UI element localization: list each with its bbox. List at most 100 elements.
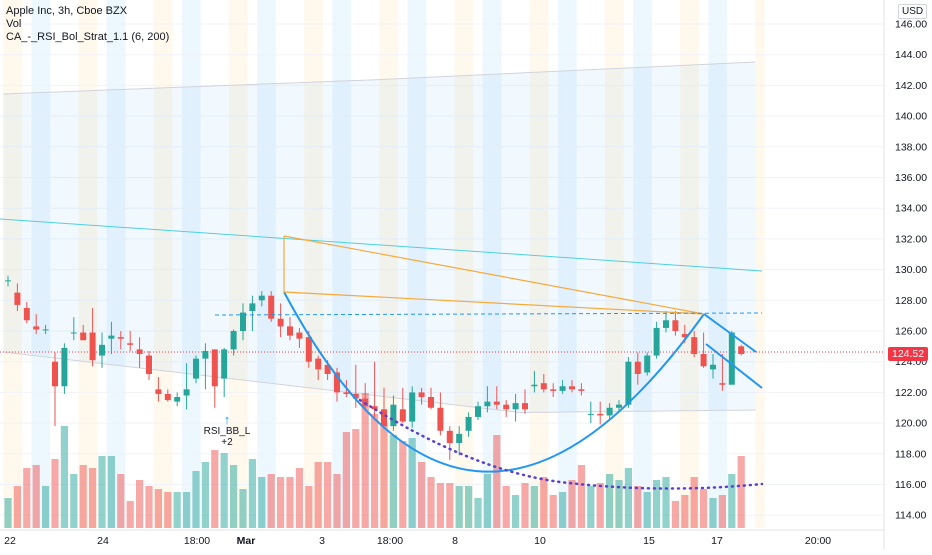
candle-body bbox=[672, 320, 679, 331]
candle-body bbox=[653, 327, 660, 356]
session-stripe bbox=[228, 0, 239, 528]
volume-bar bbox=[305, 486, 313, 528]
volume-bar bbox=[117, 474, 125, 528]
candle-body bbox=[146, 355, 152, 374]
volume-bar bbox=[60, 426, 68, 528]
currency-button[interactable]: USD bbox=[898, 4, 928, 19]
wedge-lines bbox=[283, 235, 705, 315]
volume-bar bbox=[737, 456, 745, 528]
candle-body bbox=[268, 295, 275, 319]
session-stripe bbox=[614, 0, 624, 528]
candle-body bbox=[663, 320, 669, 328]
candle-body bbox=[23, 307, 30, 321]
volume-bar bbox=[32, 465, 40, 528]
session-stripe bbox=[313, 0, 323, 528]
handle-top-line bbox=[703, 313, 757, 353]
candle-body bbox=[193, 358, 199, 379]
candle-body bbox=[550, 389, 557, 391]
cup-curve bbox=[283, 291, 705, 473]
candle-body bbox=[484, 401, 491, 407]
candle-body bbox=[700, 354, 707, 367]
legend-volume[interactable]: Vol bbox=[6, 18, 22, 30]
chart-legend: Apple Inc, 3h, Cboe BZX Vol CA_-_RSI_Bol… bbox=[6, 5, 169, 44]
session-stripe bbox=[482, 0, 493, 528]
session-stripe bbox=[604, 0, 615, 528]
volume-bar bbox=[42, 486, 50, 528]
volume-bar bbox=[389, 435, 397, 528]
candle-body bbox=[5, 280, 11, 282]
volume-bar bbox=[286, 477, 294, 528]
candle-body bbox=[616, 404, 622, 408]
candle-body bbox=[625, 361, 632, 405]
candle-body bbox=[136, 349, 143, 355]
volume-bar bbox=[211, 450, 219, 528]
signal-marker: ↑ RSI_BB_L +2 bbox=[197, 413, 257, 448]
volume-bar bbox=[361, 393, 369, 528]
session-stripe bbox=[181, 0, 192, 528]
session-stripe bbox=[708, 0, 718, 528]
session-stripe bbox=[163, 0, 173, 528]
session-stripe bbox=[78, 0, 88, 528]
volume-bar bbox=[201, 462, 209, 528]
candle-body bbox=[634, 361, 641, 374]
volume-bar bbox=[248, 459, 256, 528]
volume-bar bbox=[23, 468, 31, 528]
volume-bar bbox=[690, 477, 698, 528]
session-stripe bbox=[87, 0, 98, 528]
signal-label: RSI_BB_L bbox=[203, 426, 251, 437]
session-stripe bbox=[529, 0, 540, 528]
candle-body bbox=[334, 372, 340, 393]
candle-body bbox=[559, 386, 566, 391]
handle-bottom-line bbox=[705, 343, 763, 389]
band-lower-line bbox=[3, 351, 756, 414]
session-stripe bbox=[717, 0, 728, 528]
volume-bar bbox=[408, 438, 416, 528]
bollinger-bands bbox=[0, 61, 884, 414]
candle-body bbox=[61, 347, 68, 387]
resistance-line bbox=[214, 312, 763, 316]
x-tick-label: 20:00 bbox=[805, 535, 831, 547]
time-axis: 22 24 18:00 Mar 3 18:00 8 10 15 17 20:00 bbox=[4, 535, 831, 547]
volume-bar bbox=[559, 492, 567, 528]
volume-bar bbox=[79, 465, 87, 528]
candle-body bbox=[578, 389, 585, 391]
volume-bar bbox=[267, 474, 275, 528]
candle-body bbox=[738, 346, 745, 355]
candle-body bbox=[117, 337, 124, 339]
candle-body bbox=[710, 364, 716, 370]
up-arrow-icon: ↑ bbox=[223, 412, 231, 427]
volume-bar bbox=[13, 486, 21, 528]
session-stripe bbox=[266, 0, 276, 528]
candle-body bbox=[446, 430, 453, 444]
candle-body bbox=[371, 406, 378, 410]
pattern-drawings bbox=[214, 235, 764, 490]
y-tick-label: 140.00 bbox=[895, 111, 927, 123]
session-stripe bbox=[388, 0, 399, 528]
x-tick-label: 22 bbox=[4, 535, 16, 547]
candle-body bbox=[399, 409, 406, 422]
candle-body bbox=[531, 384, 538, 387]
candle-body bbox=[597, 413, 604, 416]
volume-bar bbox=[596, 483, 604, 528]
y-tick-label: 132.00 bbox=[895, 233, 927, 245]
volume-bar bbox=[183, 492, 191, 528]
session-stripe bbox=[106, 0, 117, 528]
session-stripe bbox=[379, 0, 389, 528]
volume-bar bbox=[295, 468, 303, 528]
candle-body bbox=[719, 383, 726, 385]
candle-body bbox=[202, 350, 209, 359]
volume-bar bbox=[493, 435, 501, 528]
legend-indicator[interactable]: CA_-_RSI_Bol_Strat_1.1 (6, 200) bbox=[6, 31, 170, 43]
session-stripe bbox=[12, 0, 23, 528]
volume-bar bbox=[314, 462, 322, 528]
y-tick-label: 134.00 bbox=[895, 203, 927, 215]
session-stripe bbox=[40, 0, 51, 528]
legend-symbol[interactable]: Apple Inc, 3h, Cboe BZX bbox=[6, 5, 128, 17]
volume-bar bbox=[606, 474, 614, 528]
candle-body bbox=[127, 343, 134, 345]
x-tick-label: 3 bbox=[319, 535, 325, 547]
volume-bar bbox=[474, 498, 482, 528]
x-tick-label: 15 bbox=[643, 535, 655, 547]
